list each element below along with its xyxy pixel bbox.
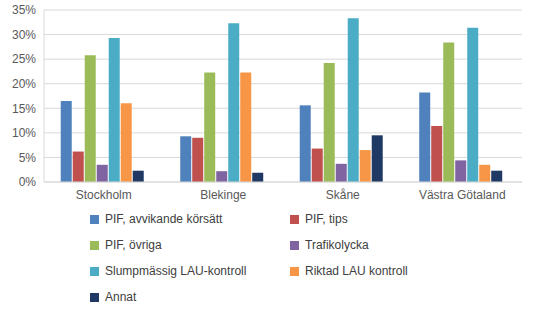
svg-text:Skåne: Skåne bbox=[326, 188, 360, 202]
svg-text:25%: 25% bbox=[12, 52, 36, 66]
svg-text:Stockholm: Stockholm bbox=[76, 188, 132, 202]
svg-text:Västra Götaland: Västra Götaland bbox=[419, 188, 506, 202]
html-text:Annat: Annat bbox=[105, 290, 137, 304]
html-text:Riktad LAU kontroll: Riktad LAU kontroll bbox=[305, 264, 408, 278]
html-text:Slumpmässig LAU-kontroll: Slumpmässig LAU-kontroll bbox=[105, 264, 247, 278]
svg-text:0%: 0% bbox=[19, 175, 37, 189]
svg-text:20%: 20% bbox=[12, 77, 36, 91]
html-text:PIF, avvikande körsätt: PIF, avvikande körsätt bbox=[105, 212, 223, 226]
svg-text:35%: 35% bbox=[12, 3, 36, 17]
svg-text:30%: 30% bbox=[12, 28, 36, 42]
html-text:PIF, övriga: PIF, övriga bbox=[105, 238, 162, 252]
svg-text:10%: 10% bbox=[12, 126, 36, 140]
html-text:Trafikolycka: Trafikolycka bbox=[305, 238, 369, 252]
svg-text:5%: 5% bbox=[19, 151, 37, 165]
svg-text:15%: 15% bbox=[12, 102, 36, 116]
svg-text:Blekinge: Blekinge bbox=[200, 188, 246, 202]
html-text:PIF, tips: PIF, tips bbox=[305, 212, 348, 226]
